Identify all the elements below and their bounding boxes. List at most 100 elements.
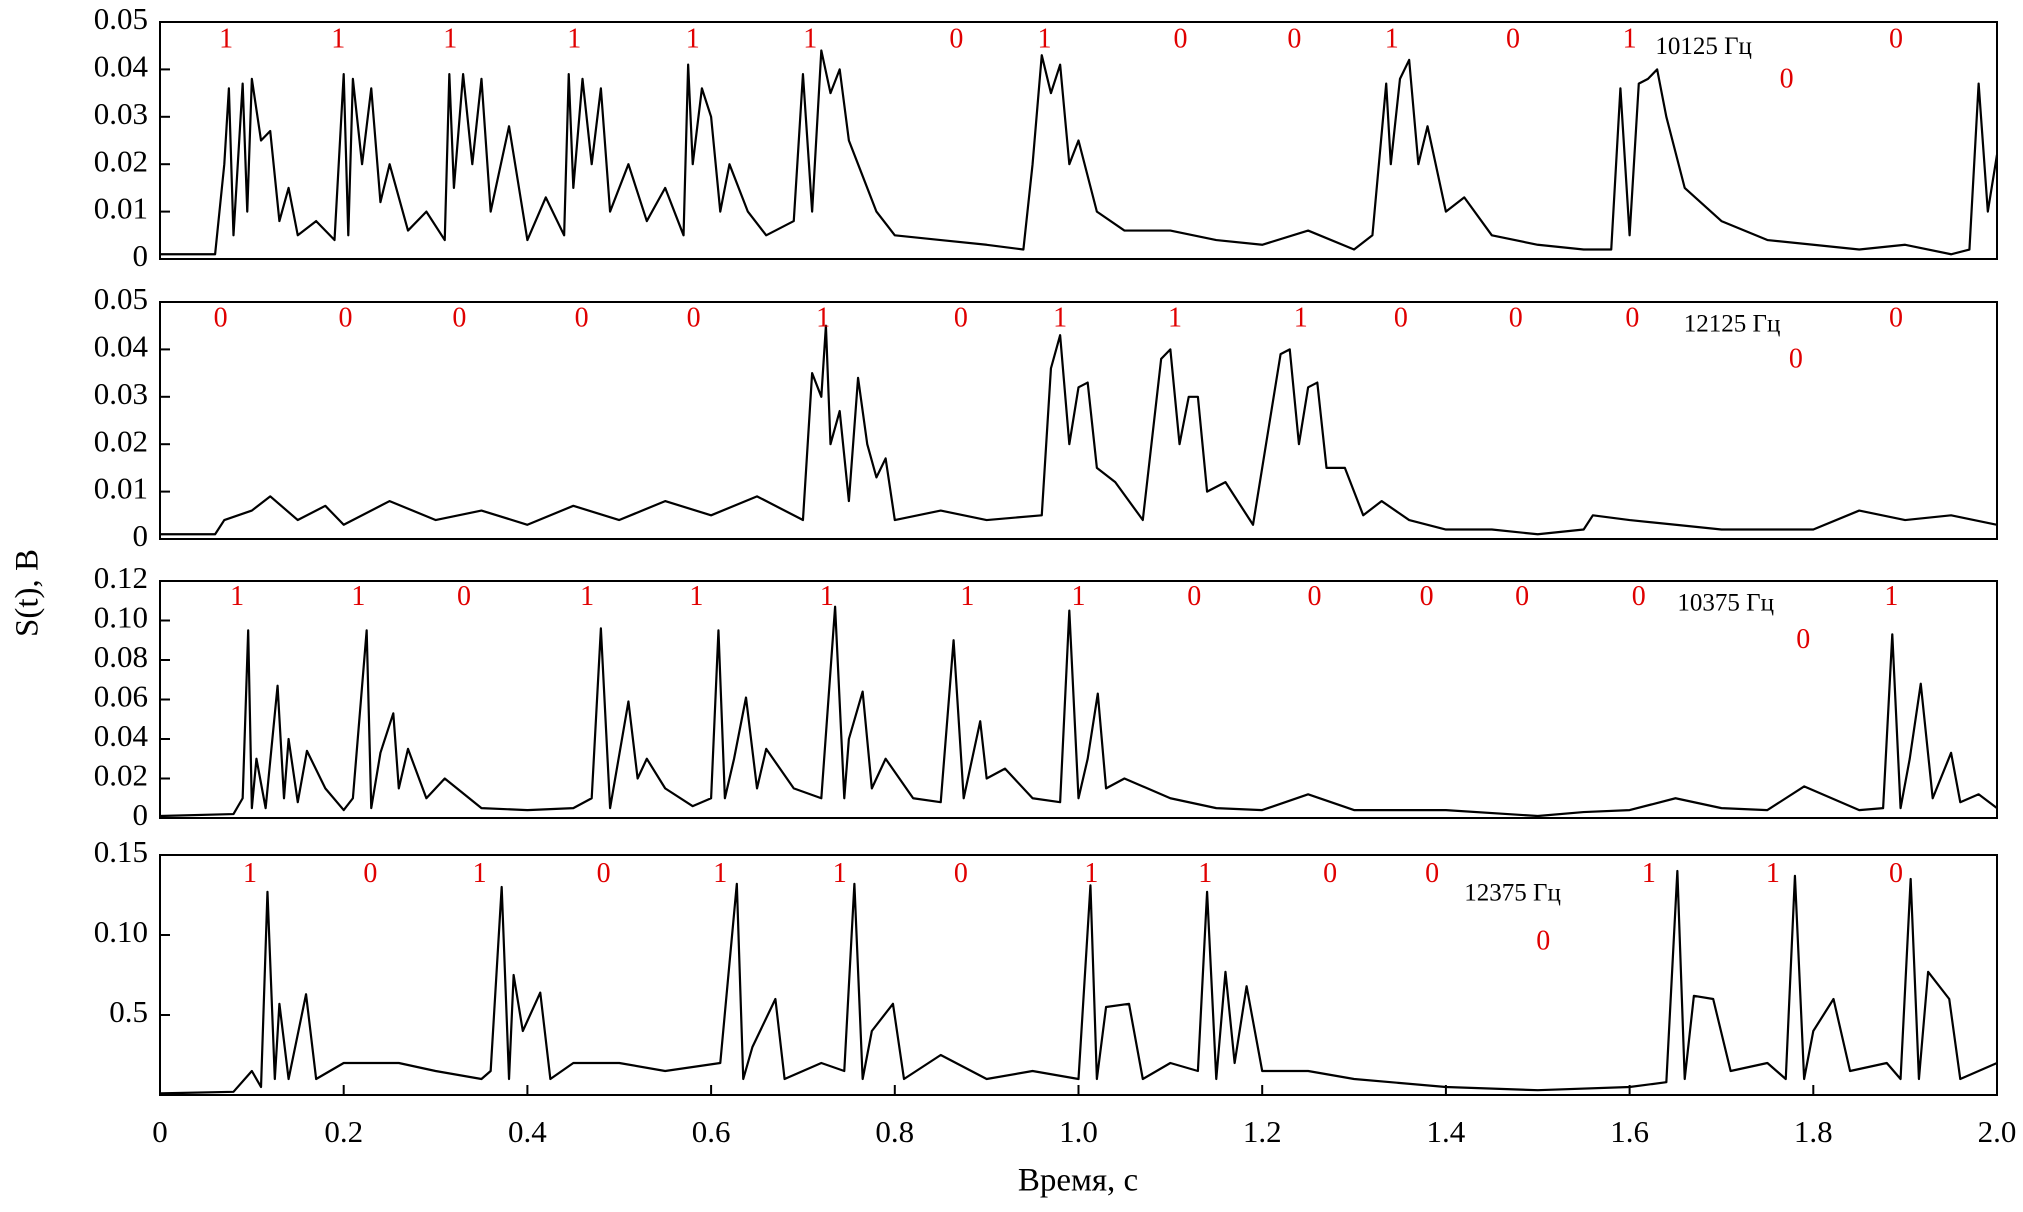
bit-label: 1 [1038,23,1052,54]
y-tick-label: 0.02 [94,758,148,793]
bit-label: 1 [230,581,244,612]
bit-label: 0 [1308,581,1322,612]
bit-label: 1 [960,581,974,612]
y-tick-label: 0.04 [94,49,149,84]
bit-label: 0 [1515,581,1529,612]
x-tick-label: 1.6 [1610,1114,1649,1149]
signal-line [160,324,1998,536]
y-tick-label: 0.03 [94,96,148,131]
bit-label: 1 [1294,302,1308,333]
bit-label: 0 [687,302,701,333]
bit-label: 1 [1884,581,1898,612]
bit-label: 1 [1766,858,1780,889]
plot-frame [159,301,1998,540]
x-tick-label: 1.4 [1427,1114,1466,1149]
y-tick-label: 0.15 [94,834,148,869]
bit-label: 0 [949,23,963,54]
bit-label: 0 [1187,581,1201,612]
bit-label: 1 [1642,858,1656,889]
y-tick-label: 0.06 [94,679,148,714]
y-axis-title: S(t), В [10,549,46,637]
signal-line [160,49,1999,256]
y-tick-label: 0 [133,238,149,273]
bit-label: 1 [243,858,257,889]
bit-label: 1 [580,581,594,612]
x-axis-title: Время, с [1018,1163,1138,1199]
y-tick-label: 0.03 [94,376,148,411]
bit-label: 0 [1889,858,1903,889]
bit-label: 0 [452,302,466,333]
bit-label: 1 [820,581,834,612]
x-tick-label: 0.6 [692,1114,731,1149]
bit-label: 0 [1780,64,1794,95]
x-tick-label: 1.2 [1243,1114,1282,1149]
bit-label: 0 [1323,858,1337,889]
frequency-label: 10125 Гц [1655,33,1752,60]
x-tick-label: 0 [152,1114,168,1149]
y-tick-label: 0.5 [109,994,148,1029]
bit-label: 0 [1889,302,1903,333]
bit-label: 1 [567,23,581,54]
bit-label: 0 [1173,23,1187,54]
y-tick-label: 0.10 [94,914,148,949]
bit-label: 0 [575,302,589,333]
y-tick-label: 0.01 [94,471,148,506]
y-tick-label: 0.04 [94,718,149,753]
bit-label: 0 [1287,23,1301,54]
x-tick-label: 2.0 [1978,1114,2017,1149]
bit-label: 1 [1072,581,1086,612]
bit-label: 0 [1625,302,1639,333]
y-tick-label: 0 [133,797,149,832]
bit-label: 0 [339,302,353,333]
bit-label: 0 [1509,302,1523,333]
plot-frame [159,21,1998,260]
frequency-label: 10375 Гц [1677,589,1774,616]
x-tick-label: 0.4 [508,1114,547,1149]
y-tick-label: 0.05 [94,281,148,316]
bit-label: 1 [686,23,700,54]
signal-line [159,605,1998,818]
frequency-label: 12375 Гц [1464,880,1561,907]
bit-label: 1 [443,23,457,54]
bit-label: 0 [1796,624,1810,655]
bit-label: 1 [1168,302,1182,333]
x-tick-label: 0.8 [875,1114,914,1149]
frequency-label: 12125 Гц [1684,310,1781,337]
bit-label: 0 [457,581,471,612]
bit-label: 0 [1789,344,1803,375]
x-tick-label: 0.2 [324,1114,363,1149]
bit-label: 1 [803,23,817,54]
bit-label: 0 [1394,302,1408,333]
bit-label: 1 [1385,23,1399,54]
bit-label: 0 [1536,925,1550,956]
bit-label: 1 [473,858,487,889]
bit-label: 0 [214,302,228,333]
x-tick-label: 1.0 [1059,1114,1098,1149]
bit-label: 1 [816,302,830,333]
bit-label: 0 [1506,23,1520,54]
signal-line [159,869,1998,1095]
bit-label: 1 [219,23,233,54]
y-tick-label: 0.02 [94,423,148,458]
bit-label: 0 [954,302,968,333]
bit-label: 0 [1420,581,1434,612]
y-tick-label: 0.10 [94,600,148,635]
bit-label: 0 [597,858,611,889]
y-tick-label: 0.05 [94,1,148,36]
bit-label: 1 [1623,23,1637,54]
y-tick-label: 0.12 [94,560,148,595]
bit-label: 1 [351,581,365,612]
y-tick-label: 0.02 [94,143,148,178]
bit-label: 1 [689,581,703,612]
bit-label: 1 [1084,858,1098,889]
plot-frame [159,854,1998,1096]
bit-label: 1 [833,858,847,889]
bit-label: 1 [1198,858,1212,889]
bit-label: 0 [363,858,377,889]
y-tick-label: 0.01 [94,191,148,226]
x-tick-label: 1.8 [1794,1114,1833,1149]
bit-label: 0 [954,858,968,889]
bit-label: 1 [1053,302,1067,333]
bit-label: 0 [1632,581,1646,612]
